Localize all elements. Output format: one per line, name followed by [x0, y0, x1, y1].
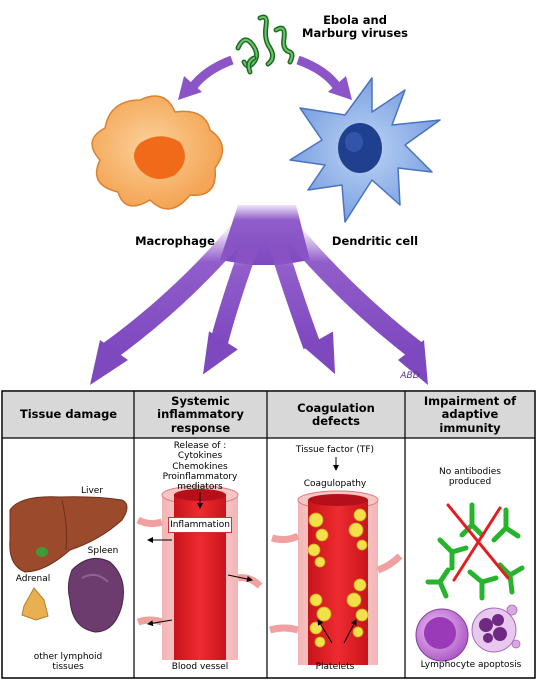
cross-out-icon	[446, 503, 510, 582]
antibody-icon	[425, 502, 525, 601]
inflammation-label: Inflammation	[168, 517, 232, 533]
apoptotic-lymphocyte-icon	[471, 604, 521, 653]
lymphoid-label: other lymphoid tissues	[33, 652, 103, 673]
release-label: Release of : Cytokines Chemokines Proinf…	[162, 441, 238, 493]
coagulation-vessel-icon	[269, 457, 403, 665]
virus-label: Ebola and Marburg viruses	[302, 13, 408, 41]
adrenal-icon	[21, 587, 49, 621]
lymphocyte-icon	[415, 608, 469, 662]
macrophage-icon	[91, 95, 224, 210]
column-header-coagulation-defects: Coagulation defects	[297, 400, 375, 428]
spleen-label: Spleen	[87, 546, 119, 556]
adrenal-label: Adrenal	[15, 574, 51, 584]
liver-label: Liver	[80, 486, 104, 496]
arrow-fan-icon	[90, 205, 428, 385]
signature: ABD	[400, 371, 420, 381]
apoptosis-label: Lymphocyte apoptosis	[420, 660, 522, 670]
column-header-adaptive-immunity: Impairment of adaptive immunity	[423, 394, 517, 435]
no-antibodies-label: No antibodies produced	[438, 467, 501, 488]
platelets-label: Platelets	[315, 662, 355, 672]
liver-icon	[9, 496, 128, 573]
spleen-icon	[67, 557, 124, 633]
arrow-to-macrophage-icon	[178, 55, 234, 100]
blood-vessel-label: Blood vessel	[171, 662, 229, 672]
arrow-to-dendritic-icon	[296, 55, 352, 100]
column-header-inflammatory-response: Systemic inflammatory response	[157, 394, 244, 435]
platelet-icon	[307, 508, 369, 648]
macrophage-label: Macrophage	[135, 234, 215, 248]
virus-icon	[235, 14, 295, 75]
column-header-tissue-damage: Tissue damage	[19, 407, 118, 422]
tissue-factor-label: Tissue factor (TF)	[295, 445, 375, 455]
coagulopathy-label: Coagulopathy	[303, 479, 367, 489]
dendritic-cell-label: Dendritic cell	[331, 234, 419, 248]
dendritic-cell-icon	[289, 77, 441, 223]
